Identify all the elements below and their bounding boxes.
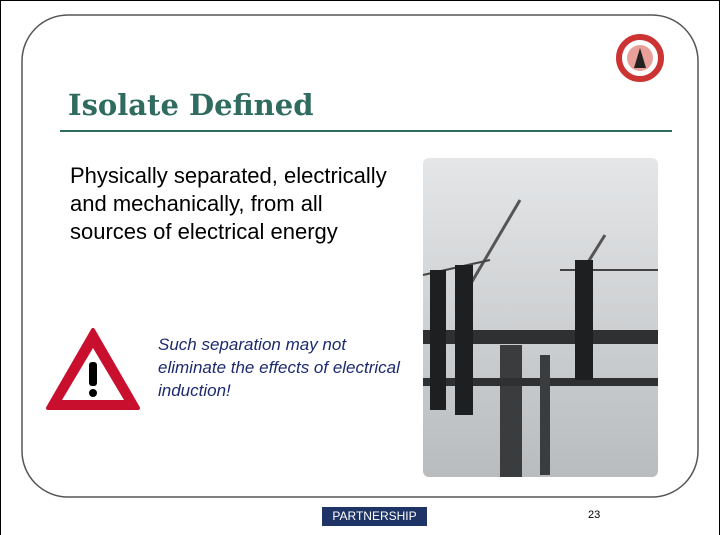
logo	[619, 37, 661, 79]
slide-page: Isolate Defined Physically separated, el…	[0, 0, 720, 535]
warning-icon	[48, 330, 138, 408]
body-text: Physically separated, electrically and m…	[70, 162, 405, 246]
page-number: 23	[588, 509, 600, 521]
slide-title: Isolate Defined	[68, 88, 313, 122]
footer-badge: PARTNERSHIP	[322, 507, 427, 526]
slide-graphics	[0, 0, 720, 535]
photo	[423, 158, 658, 477]
warning-note: Such separation may not eliminate the ef…	[158, 333, 408, 402]
